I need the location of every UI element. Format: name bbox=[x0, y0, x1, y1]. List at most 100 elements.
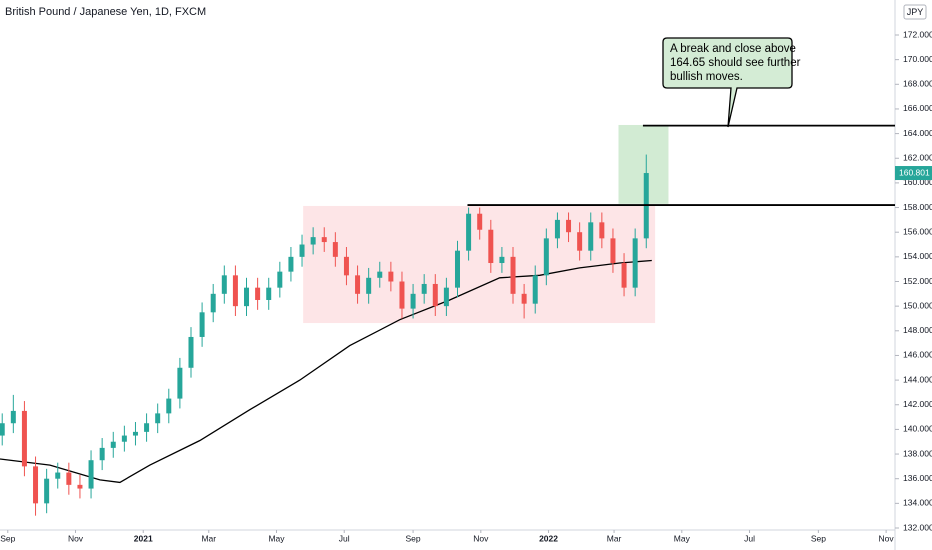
y-tick-label: 136.000 bbox=[903, 473, 932, 483]
x-tick-label: Nov bbox=[879, 533, 895, 543]
candle-body bbox=[543, 238, 549, 276]
candle-body bbox=[366, 277, 372, 294]
candle-body bbox=[55, 472, 61, 479]
y-tick-label: 156.000 bbox=[903, 226, 932, 236]
y-tick-label: 164.000 bbox=[903, 128, 932, 138]
candle-body bbox=[199, 312, 205, 337]
candle-body bbox=[88, 460, 94, 489]
currency-box[interactable] bbox=[903, 4, 927, 20]
x-tick-label: Sep bbox=[406, 533, 421, 543]
candle-body bbox=[577, 232, 583, 251]
candle-body bbox=[432, 283, 438, 307]
candle-body bbox=[610, 238, 616, 264]
candle-body bbox=[232, 275, 238, 307]
y-tick-label: 158.000 bbox=[903, 202, 932, 212]
y-tick-label: 140.000 bbox=[903, 424, 932, 434]
candle-body bbox=[0, 423, 5, 436]
candle-body bbox=[554, 219, 560, 239]
candle-body bbox=[299, 244, 305, 257]
candle-body bbox=[66, 472, 72, 485]
candle-body bbox=[566, 219, 572, 233]
candle-body bbox=[599, 222, 605, 239]
moving-average bbox=[0, 259, 652, 484]
currency-label: JPY bbox=[907, 7, 924, 17]
y-tick-label: 132.000 bbox=[903, 522, 932, 532]
x-tick-label: Nov bbox=[473, 533, 489, 543]
candle-body bbox=[188, 336, 194, 368]
y-tick-label: 166.000 bbox=[903, 103, 932, 113]
candle-body bbox=[454, 250, 460, 288]
y-tick-label: 144.000 bbox=[903, 374, 932, 384]
candle-body bbox=[288, 256, 294, 272]
candle-body bbox=[121, 435, 127, 442]
callout-text: bullish moves. bbox=[670, 71, 743, 83]
x-tick-label: Sep bbox=[0, 533, 15, 543]
candle-body bbox=[410, 293, 416, 309]
y-tick-label: 142.000 bbox=[903, 399, 932, 409]
candle-body bbox=[221, 275, 227, 294]
y-tick-label: 138.000 bbox=[903, 448, 932, 458]
x-tick-label: Jul bbox=[339, 533, 350, 543]
candle-body bbox=[477, 213, 483, 230]
candle-body bbox=[521, 293, 527, 304]
y-tick-label: 152.000 bbox=[903, 276, 932, 286]
candle-body bbox=[21, 410, 27, 467]
candle-body bbox=[488, 229, 494, 264]
y-tick-label: 168.000 bbox=[903, 79, 932, 89]
candle-body bbox=[377, 271, 383, 278]
candle-body bbox=[33, 466, 39, 504]
candle-body bbox=[355, 275, 361, 294]
candle-body bbox=[332, 242, 338, 257]
x-tick-label: 2022 bbox=[539, 533, 558, 543]
candle-body bbox=[99, 447, 105, 461]
candle-body bbox=[277, 271, 283, 288]
candle-body bbox=[244, 287, 250, 307]
candle-body bbox=[421, 283, 427, 294]
y-tick-label: 134.000 bbox=[903, 498, 932, 508]
candle-body bbox=[155, 413, 161, 424]
candle-body bbox=[144, 423, 150, 432]
candle-body bbox=[44, 478, 50, 504]
x-tick-label: Sep bbox=[811, 533, 826, 543]
callout bbox=[662, 37, 793, 128]
candle-body bbox=[499, 256, 505, 264]
x-tick-label: Jul bbox=[744, 533, 755, 543]
callout-text: A break and close above bbox=[670, 43, 796, 55]
x-tick-label: Mar bbox=[607, 533, 622, 543]
candle-body bbox=[266, 287, 272, 300]
candle-body bbox=[77, 484, 83, 489]
candle-body bbox=[132, 431, 138, 436]
chart-title: British Pound / Japanese Yen, 1D, FXCM bbox=[5, 6, 206, 18]
candle-body bbox=[399, 281, 405, 309]
last-price-box bbox=[895, 166, 932, 181]
y-tick-label: 150.000 bbox=[903, 300, 932, 310]
candle-body bbox=[632, 238, 638, 288]
x-tick-label: Mar bbox=[201, 533, 216, 543]
y-tick-label: 172.000 bbox=[903, 29, 932, 39]
x-tick-label: 2021 bbox=[134, 533, 153, 543]
y-tick-label: 170.000 bbox=[903, 54, 932, 64]
candle-body bbox=[166, 398, 172, 414]
candle-body bbox=[255, 287, 261, 300]
x-tick-label: May bbox=[674, 533, 691, 543]
candle-body bbox=[588, 222, 594, 251]
candle-body bbox=[621, 263, 627, 288]
x-tick-label: Nov bbox=[68, 533, 84, 543]
callout-text: 164.65 should see further bbox=[670, 57, 801, 69]
y-tick-label: 148.000 bbox=[903, 325, 932, 335]
y-tick-label: 154.000 bbox=[903, 251, 932, 261]
x-tick-label: May bbox=[268, 533, 285, 543]
last-price-label: 160.801 bbox=[899, 167, 930, 177]
candle-body bbox=[510, 256, 516, 294]
candle-body bbox=[321, 237, 327, 243]
zone bbox=[618, 124, 669, 204]
candle-body bbox=[177, 367, 183, 399]
candle-body bbox=[210, 293, 216, 313]
y-tick-label: 146.000 bbox=[903, 350, 932, 360]
candle-body bbox=[310, 237, 316, 245]
candle-body bbox=[343, 256, 349, 276]
candle-body bbox=[110, 441, 116, 448]
